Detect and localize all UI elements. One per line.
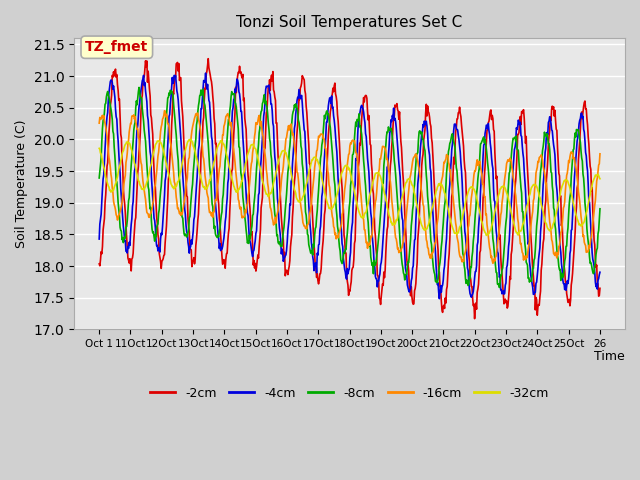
Text: TZ_fmet: TZ_fmet — [85, 40, 148, 54]
X-axis label: Time: Time — [595, 350, 625, 363]
Y-axis label: Soil Temperature (C): Soil Temperature (C) — [15, 120, 28, 248]
Legend: -2cm, -4cm, -8cm, -16cm, -32cm: -2cm, -4cm, -8cm, -16cm, -32cm — [145, 382, 554, 405]
Title: Tonzi Soil Temperatures Set C: Tonzi Soil Temperatures Set C — [236, 15, 463, 30]
